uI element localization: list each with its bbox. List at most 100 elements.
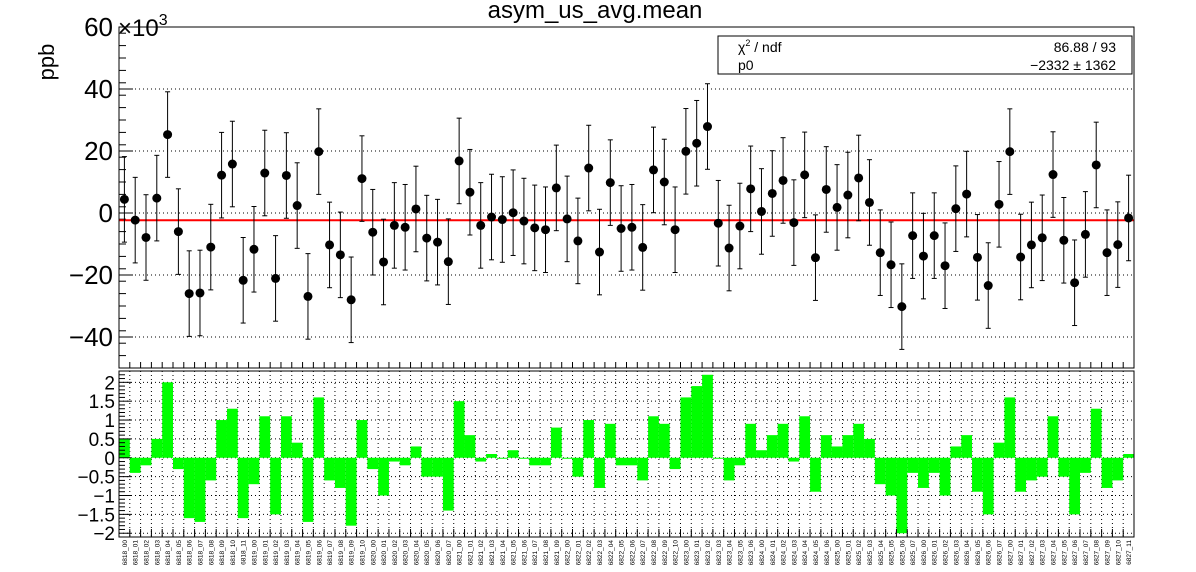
- bottom-tick-label: 1.5: [89, 392, 115, 413]
- residual-bar: [291, 442, 303, 458]
- data-point: [767, 188, 777, 198]
- x-tick-label: 6818_10: [230, 540, 237, 566]
- data-point: [400, 222, 410, 232]
- data-point: [994, 199, 1004, 209]
- data-point: [443, 257, 453, 267]
- residual-bar: [550, 427, 562, 458]
- x-tick-label: 6825_03: [867, 540, 874, 566]
- residual-bar: [496, 457, 508, 459]
- y-exponent-power: 3: [159, 12, 168, 29]
- data-point: [465, 187, 475, 197]
- x-tick-label: 6821_05: [511, 540, 518, 566]
- x-tick-label: 6820_06: [435, 540, 442, 566]
- data-point: [562, 214, 572, 224]
- stats-chi2-rest: / ndf: [750, 39, 781, 55]
- data-point: [303, 291, 313, 301]
- residual-bar: [1047, 416, 1059, 458]
- x-tick-label: 6820_07: [446, 540, 453, 566]
- x-tick-label: 6819_07: [327, 540, 334, 566]
- data-point: [951, 204, 961, 214]
- x-tick-label: 6820_04: [413, 540, 420, 566]
- residual-bar: [907, 457, 919, 473]
- data-points: [119, 83, 1134, 350]
- x-tick-label: 6821_06: [521, 540, 528, 566]
- data-point: [746, 184, 756, 194]
- data-point: [433, 237, 443, 247]
- residual-bar: [119, 438, 130, 458]
- residual-bar: [280, 416, 292, 458]
- data-point: [1016, 252, 1026, 262]
- data-point: [854, 173, 864, 183]
- x-tick-label: 6826_00: [921, 540, 928, 566]
- x-tick-label: 6819_04: [295, 540, 302, 566]
- residual-bar: [140, 457, 152, 466]
- residual-bar: [950, 446, 962, 458]
- x-tick-label: 6821_09: [554, 540, 561, 566]
- residual-bar: [172, 457, 184, 470]
- x-tick-label: 6826_03: [953, 540, 960, 566]
- x-tick-label: 6825_04: [878, 540, 885, 566]
- top-plot-frame: [118, 26, 1135, 369]
- residual-bar: [194, 457, 206, 522]
- stats-p0-label: p0: [738, 57, 754, 73]
- data-point: [1037, 233, 1047, 243]
- x-tick-label: 6822_02: [586, 540, 593, 566]
- x-tick-label: 6827_11: [1126, 540, 1133, 565]
- x-tick-label: 6821_08: [543, 540, 550, 566]
- x-tick-label: 6824_02: [781, 540, 788, 566]
- x-tick-label: 6824_00: [759, 540, 766, 566]
- x-tick-label: 6823_00: [683, 540, 690, 566]
- x-tick-label: 6818_04: [165, 540, 172, 566]
- residual-bar: [820, 435, 832, 458]
- data-point: [519, 216, 529, 226]
- x-tick-label: 6818_08: [208, 540, 215, 566]
- residual-bar: [615, 457, 627, 466]
- x-tick-label: 6818_07: [197, 540, 204, 566]
- top-y-ticks: 60 40 20 0 −20 −40: [69, 12, 1135, 369]
- residual-bar: [356, 420, 368, 458]
- data-point: [357, 174, 367, 184]
- data-point: [530, 223, 540, 233]
- residual-bar: [529, 457, 541, 466]
- x-tick-label: 6818_06: [187, 540, 194, 566]
- data-point: [918, 251, 928, 261]
- x-tick-label: 6827_00: [1007, 540, 1014, 566]
- residual-bar: [799, 416, 811, 458]
- data-point: [800, 170, 810, 180]
- data-point: [119, 194, 129, 204]
- data-point: [227, 159, 237, 169]
- residual-bar: [1080, 457, 1091, 473]
- residual-bar: [183, 457, 195, 519]
- x-tick-label: 6825_02: [856, 540, 863, 566]
- data-point: [821, 184, 831, 194]
- data-point: [238, 275, 248, 285]
- data-point: [681, 146, 691, 156]
- data-point: [702, 122, 712, 132]
- residual-bar: [345, 457, 357, 526]
- residual-bars: [119, 374, 1134, 534]
- data-point: [1113, 240, 1123, 250]
- residual-bar: [982, 457, 994, 515]
- residual-bar: [669, 457, 681, 470]
- x-tick-label: 6819_09: [349, 540, 356, 566]
- data-point: [163, 130, 173, 140]
- data-point: [325, 240, 335, 250]
- residual-bar: [162, 382, 173, 458]
- data-point: [541, 225, 551, 235]
- x-tick-label: 6819_06: [316, 540, 323, 566]
- residual-bar: [453, 401, 465, 458]
- residual-bar: [939, 457, 951, 496]
- data-point: [173, 227, 183, 237]
- x-tick-label: 6818_05: [176, 540, 183, 566]
- data-point: [778, 175, 788, 185]
- x-tick-label: 6822_03: [597, 540, 604, 566]
- x-tick-label: 6819_08: [338, 540, 345, 566]
- residual-bar: [1026, 457, 1037, 481]
- x-tick-label: 6818_03: [154, 540, 161, 566]
- data-point: [271, 273, 281, 283]
- data-point: [1124, 213, 1134, 223]
- stats-chi2-label: χ2 / ndf: [738, 38, 782, 55]
- residual-bar: [1015, 457, 1027, 492]
- residual-bar: [928, 457, 940, 473]
- top-tick-label: −40: [69, 322, 113, 352]
